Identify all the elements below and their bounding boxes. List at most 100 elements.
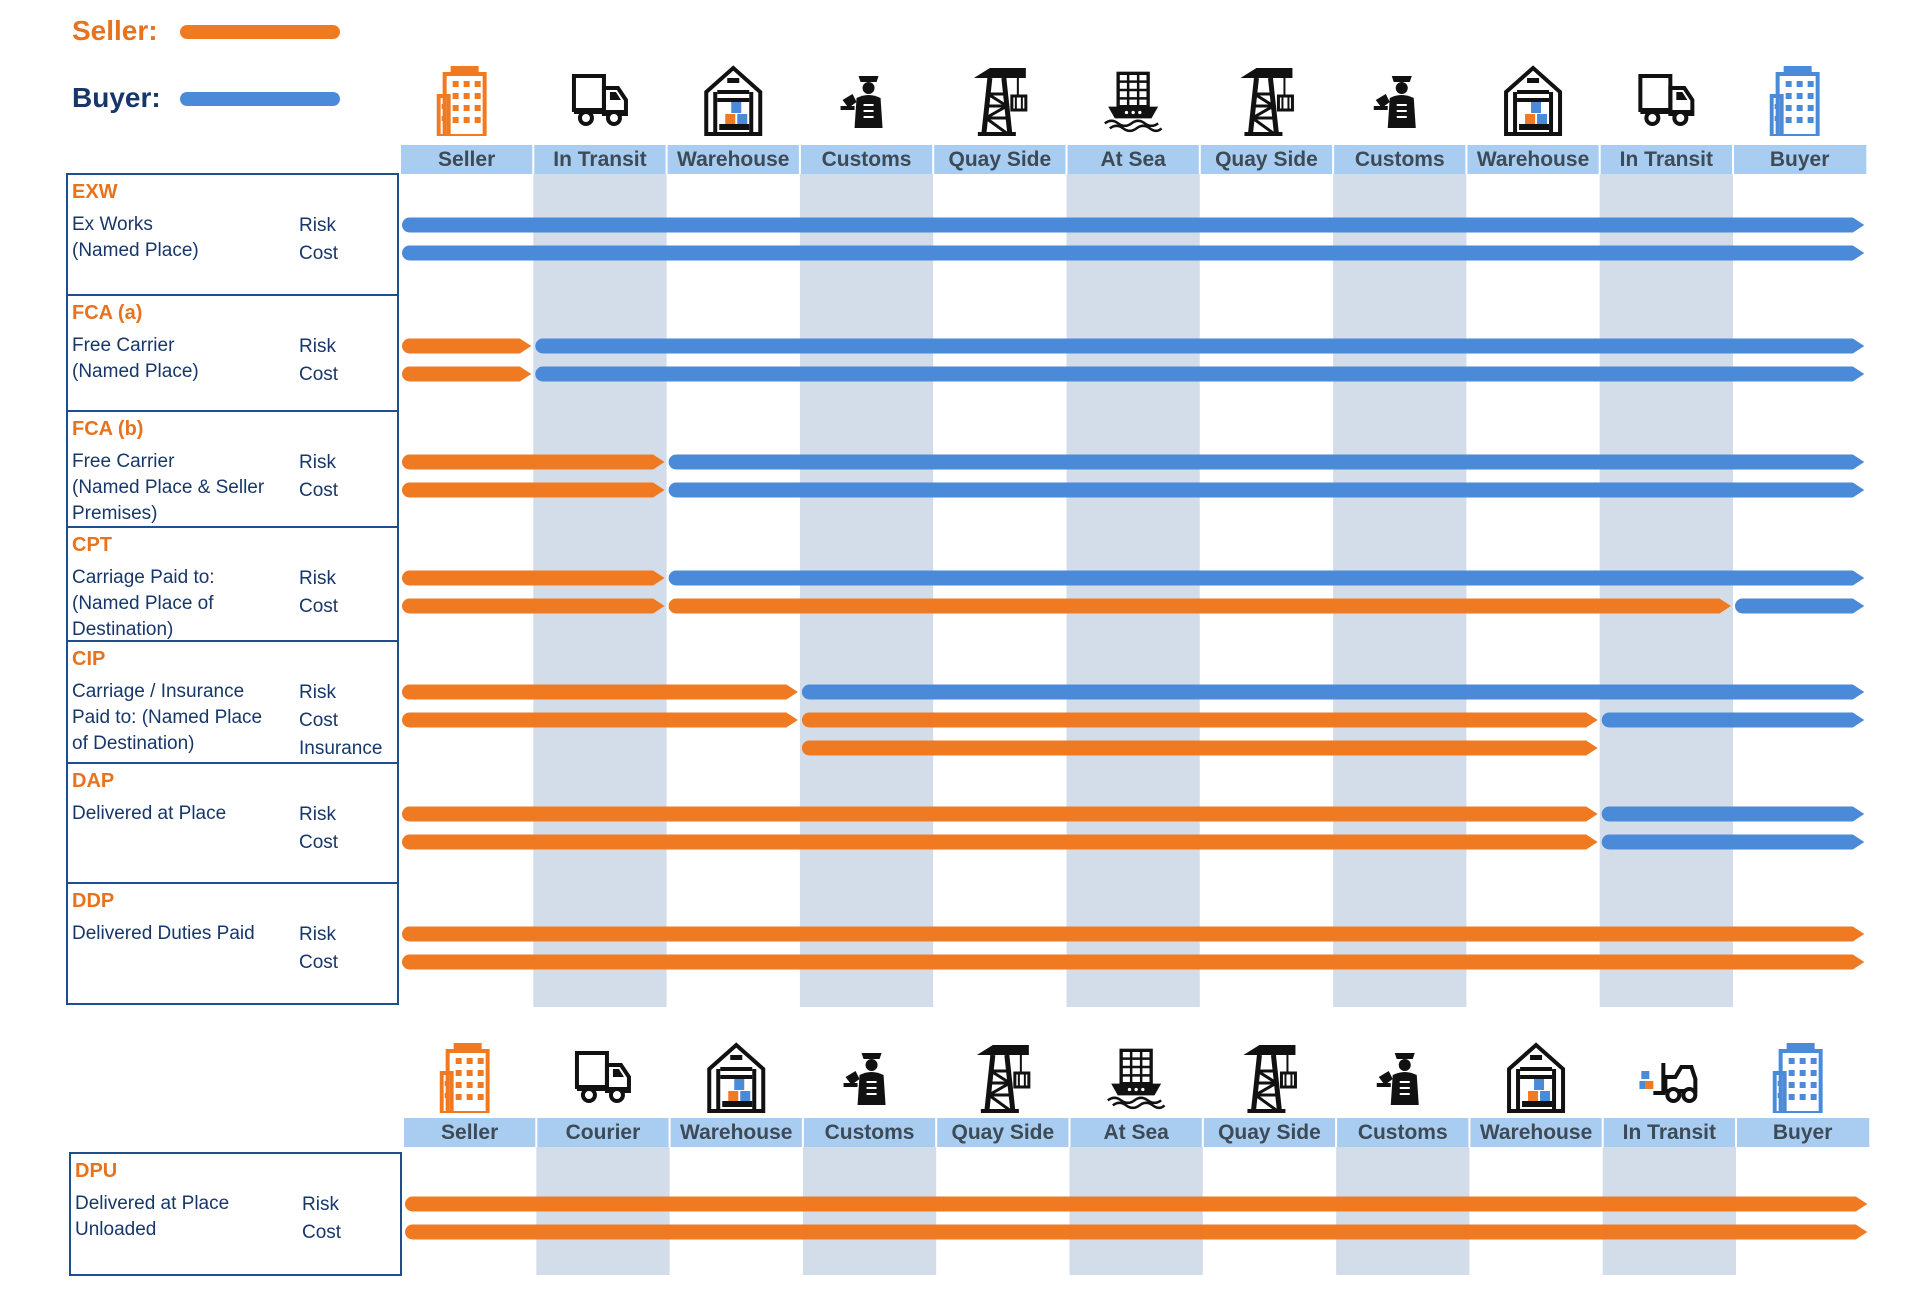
column-label: In Transit	[1623, 1121, 1716, 1144]
term-description: (Named Place)	[72, 361, 199, 382]
term-code: FCA (b)	[72, 418, 143, 440]
column-stripe	[799, 174, 934, 1007]
row-kind-label: Cost	[299, 710, 339, 731]
column-label: In Transit	[553, 148, 646, 171]
seller-cost-bar	[801, 712, 1598, 728]
buyer-risk-bar	[668, 570, 1865, 586]
column-label: Warehouse	[680, 1121, 792, 1144]
column-label: At Sea	[1100, 148, 1166, 171]
buyer-risk-bar	[402, 217, 1865, 233]
seller-cost-bar	[668, 598, 1731, 614]
office-building-icon	[1769, 64, 1820, 136]
column-label: Customs	[825, 1121, 915, 1144]
seller-risk-bar	[402, 926, 1865, 942]
column-label: Warehouse	[1480, 1121, 1592, 1144]
column-stripe	[533, 174, 667, 1007]
term-description: Ex Works	[72, 214, 153, 235]
seller-cost-bar	[402, 712, 798, 728]
term-description: (Named Place)	[72, 240, 199, 261]
column-stripe	[1333, 174, 1467, 1007]
column-label: Courier	[566, 1121, 641, 1144]
column-label: Warehouse	[1477, 148, 1589, 171]
column-label: Buyer	[1773, 1121, 1833, 1144]
buyer-cost-bar	[1735, 598, 1865, 614]
buyer-cost-bar	[402, 245, 1865, 261]
column-label: Warehouse	[677, 148, 789, 171]
term-description: Free Carrier	[72, 451, 175, 472]
quay-crane-icon	[974, 68, 1026, 136]
term-description: (Named Place of	[72, 593, 214, 614]
term-code: CPT	[72, 534, 112, 556]
container-ship-icon	[1103, 71, 1164, 133]
warehouse-icon	[1504, 66, 1563, 136]
legend: Seller: Buyer:	[72, 15, 340, 113]
warehouse-icon	[1507, 1043, 1566, 1113]
buyer-risk-bar	[535, 338, 1865, 354]
row-kind-label: Insurance	[299, 738, 382, 759]
warehouse-icon	[704, 66, 763, 136]
term-description: Delivered Duties Paid	[72, 923, 255, 944]
customs-officer-icon	[1376, 1053, 1419, 1105]
column-header-band	[400, 145, 1867, 174]
bottom-responsibility-bars	[405, 1196, 1868, 1240]
term-code: DAP	[72, 770, 114, 792]
row-kind-label: Risk	[299, 452, 336, 473]
term-description: Free Carrier	[72, 335, 175, 356]
row-kind-label: Cost	[299, 596, 339, 617]
term-description: Destination)	[72, 619, 173, 640]
term-description: Delivered at Place	[72, 803, 226, 824]
column-label: Quay Side	[948, 148, 1051, 171]
column-label: Quay Side	[951, 1121, 1054, 1144]
customs-officer-icon	[840, 76, 883, 128]
seller-legend-swatch	[180, 25, 340, 39]
quay-crane-icon	[977, 1045, 1029, 1113]
row-kind-label: Cost	[299, 480, 339, 501]
column-header-band	[403, 1118, 1870, 1147]
term-box	[66, 882, 399, 1005]
row-kind-label: Cost	[302, 1222, 342, 1243]
row-kind-label: Cost	[299, 364, 339, 385]
seller-cost-bar	[402, 598, 665, 614]
row-kind-label: Risk	[299, 804, 336, 825]
term-code: DPU	[75, 1160, 117, 1182]
term-description: Premises)	[72, 503, 158, 524]
buyer-legend-label: Buyer:	[72, 82, 161, 113]
term-description: Carriage Paid to:	[72, 567, 215, 588]
container-ship-icon	[1106, 1048, 1167, 1110]
seller-cost-bar	[402, 366, 532, 382]
column-label: Quay Side	[1218, 1121, 1321, 1144]
column-label: Seller	[438, 148, 495, 171]
row-kind-label: Risk	[299, 336, 336, 357]
term-description: Carriage / Insurance	[72, 681, 244, 702]
column-label: Buyer	[1770, 148, 1830, 171]
row-kind-label: Cost	[299, 952, 339, 973]
seller-cost-bar	[405, 1224, 1868, 1240]
term-description: Paid to: (Named Place	[72, 707, 262, 728]
row-kind-label: Risk	[299, 682, 336, 703]
buyer-cost-bar	[1601, 712, 1865, 728]
office-building-icon	[436, 64, 487, 136]
column-stripe	[1599, 174, 1733, 1007]
term-description: Delivered at Place	[75, 1193, 229, 1214]
column-label: Seller	[441, 1121, 498, 1144]
term-code: EXW	[72, 181, 118, 203]
column-stripe	[1066, 174, 1200, 1007]
column-label: Customs	[1355, 148, 1445, 171]
term-description: of Destination)	[72, 733, 195, 754]
column-label: In Transit	[1620, 148, 1713, 171]
column-label: Quay Side	[1215, 148, 1318, 171]
top-header-band: Seller In Transit Warehouse Customs Quay Sid…	[399, 64, 1867, 174]
bottom-header-band: Seller Courier Warehouse Customs Quay Side At…	[402, 1041, 1870, 1147]
seller-cost-bar	[402, 834, 1598, 850]
buyer-cost-bar	[535, 366, 1865, 382]
seller-risk-bar	[402, 570, 665, 586]
row-kind-label: Cost	[299, 832, 339, 853]
seller-legend-label: Seller:	[72, 15, 158, 46]
seller-risk-bar	[402, 338, 532, 354]
row-kind-label: Risk	[302, 1194, 339, 1215]
customs-officer-icon	[1373, 76, 1416, 128]
term-description: Unloaded	[75, 1219, 156, 1240]
office-building-icon	[1772, 1041, 1823, 1113]
buyer-cost-bar	[1601, 834, 1865, 850]
seller-risk-bar	[402, 684, 798, 700]
